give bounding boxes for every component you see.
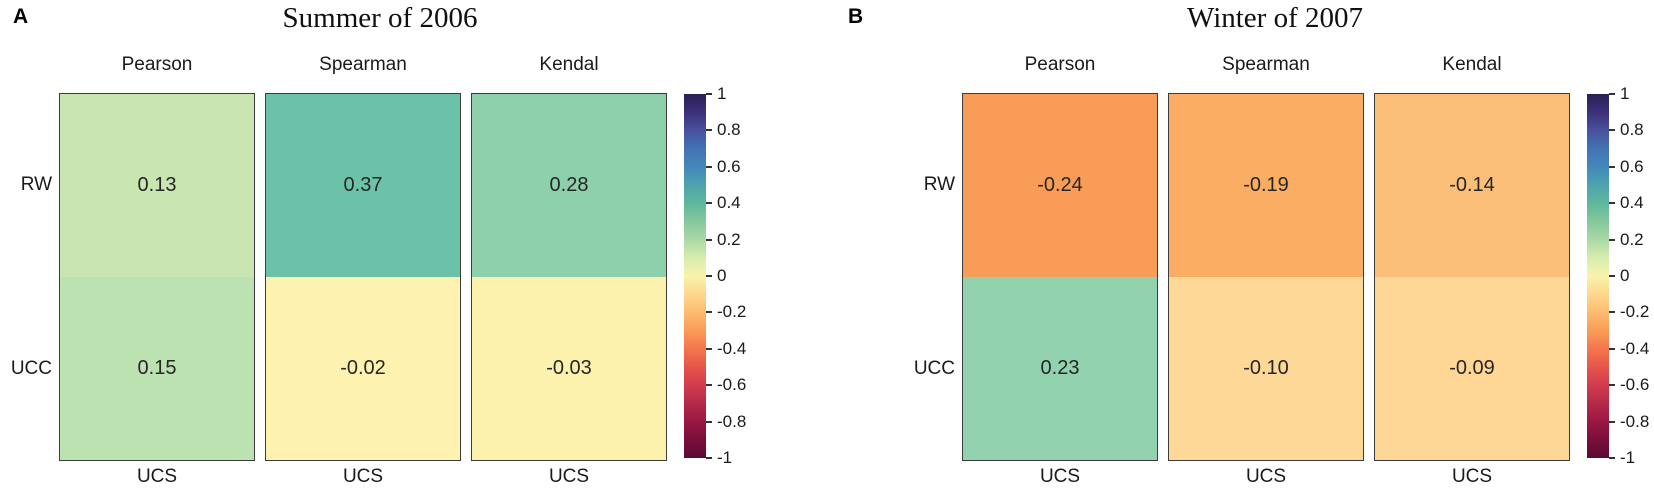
colorbar-tick-label: 1 — [717, 84, 727, 103]
colorbar-tick — [1609, 420, 1615, 423]
heatmap-cell: -0.14 — [1375, 94, 1569, 277]
panel-a-heatmap-spearman: 0.37 -0.02 — [265, 93, 461, 461]
colorbar-gradient — [684, 94, 706, 458]
colorbar-tick-label: 0 — [717, 266, 727, 285]
panel-a-col-header-spearman: Spearman — [319, 54, 407, 75]
colorbar-tick-label: 0 — [1620, 266, 1630, 285]
heatmap-cell: 0.28 — [472, 94, 666, 277]
colorbar-tick — [706, 420, 712, 423]
colorbar-tick — [706, 384, 712, 387]
colorbar-gradient — [1587, 94, 1609, 458]
colorbar-tick — [706, 275, 712, 277]
heatmap-cell: -0.24 — [963, 94, 1157, 277]
heatmap-cell: -0.03 — [472, 277, 666, 460]
colorbar-tick-label: -0.8 — [717, 411, 747, 431]
colorbar-tick-label: 0.8 — [1620, 120, 1644, 140]
colorbar-tick-label: 0.8 — [717, 120, 741, 140]
panel-a-letter: A — [13, 5, 29, 28]
colorbar-tick-label: -0.6 — [717, 375, 747, 395]
panel-b-x-label: UCS — [1039, 466, 1081, 487]
panel-a-row-label-rw: RW — [20, 174, 52, 195]
panel-b-letter: B — [848, 5, 864, 28]
colorbar-tick-label: -0.2 — [1620, 302, 1650, 322]
colorbar-tick — [706, 238, 712, 241]
colorbar-ticks: 1 0.8 0.6 0.4 0.2 0 -0.2 -0.4 -0.6 -0.8 -1 — [1609, 84, 1654, 467]
colorbar-tick — [706, 129, 712, 132]
colorbar-tick — [1609, 165, 1615, 168]
colorbar-tick — [706, 457, 712, 459]
colorbar-tick — [706, 165, 712, 168]
panel-b-row-label-rw: RW — [923, 174, 955, 195]
colorbar-tick-label: -0.4 — [717, 338, 747, 358]
panel-a-heatmap-kendal: 0.28 -0.03 — [471, 93, 667, 461]
panel-a-x-label: UCS — [136, 466, 178, 487]
heatmap-cell: 0.15 — [60, 277, 254, 460]
heatmap-cell: -0.09 — [1375, 277, 1569, 460]
colorbar-tick-label: -1 — [717, 448, 733, 467]
colorbar-tick-label: -1 — [1620, 448, 1636, 467]
panel-a-col-header-pearson: Pearson — [121, 54, 193, 75]
panel-b-col-header-kendal: Kendal — [1442, 54, 1502, 75]
panel-b-col-header-pearson: Pearson — [1024, 54, 1096, 75]
heatmap-cell: 0.37 — [266, 94, 460, 277]
panel-b-heatmap-spearman: -0.19 -0.10 — [1168, 93, 1364, 461]
panel-a-title: Summer of 2006 — [282, 2, 478, 34]
colorbar-tick — [706, 347, 712, 350]
colorbar-tick — [1609, 202, 1615, 205]
colorbar-tick-label: 0.4 — [1620, 193, 1644, 213]
colorbar-tick — [1609, 384, 1615, 387]
colorbar-tick — [706, 311, 712, 314]
heatmap-cell: 0.23 — [963, 277, 1157, 460]
colorbar-tick-label: 0.2 — [717, 229, 741, 249]
colorbar-tick-label: 0.6 — [1620, 156, 1644, 176]
colorbar-tick-label: -0.8 — [1620, 411, 1650, 431]
colorbar-tick — [1609, 457, 1615, 459]
heatmap-cell: -0.02 — [266, 277, 460, 460]
panel-a-row-label-ucc: UCC — [10, 358, 52, 379]
panel-a-x-label: UCS — [342, 466, 384, 487]
colorbar-tick — [1609, 238, 1615, 241]
colorbar-ticks: 1 0.8 0.6 0.4 0.2 0 -0.2 -0.4 -0.6 -0.8 -1 — [706, 84, 752, 467]
colorbar-tick — [1609, 93, 1615, 95]
colorbar-tick-label: 0.6 — [717, 156, 741, 176]
colorbar-tick-label: -0.4 — [1620, 338, 1650, 358]
colorbar-tick — [706, 93, 712, 95]
panel-b-heatmap-pearson: -0.24 0.23 — [962, 93, 1158, 461]
heatmap-cell: -0.19 — [1169, 94, 1363, 277]
colorbar-tick — [1609, 275, 1615, 277]
colorbar-tick-label: 0.2 — [1620, 229, 1644, 249]
colorbar-tick-label: -0.2 — [717, 302, 747, 322]
colorbar-tick — [706, 202, 712, 205]
panel-b-x-label: UCS — [1245, 466, 1287, 487]
panel-b-heatmap-kendal: -0.14 -0.09 — [1374, 93, 1570, 461]
panel-a-heatmap-pearson: 0.13 0.15 — [59, 93, 255, 461]
panel-a-col-header-kendal: Kendal — [539, 54, 599, 75]
colorbar-tick-label: 1 — [1620, 84, 1630, 103]
colorbar-tick — [1609, 129, 1615, 132]
colorbar-tick-label: 0.4 — [717, 193, 741, 213]
panel-a-x-label: UCS — [548, 466, 590, 487]
panel-b-col-header-spearman: Spearman — [1222, 54, 1310, 75]
colorbar-tick — [1609, 311, 1615, 314]
panel-b-row-label-ucc: UCC — [913, 358, 955, 379]
panel-b-title: Winter of 2007 — [1186, 2, 1363, 34]
panel-b-x-label: UCS — [1451, 466, 1493, 487]
heatmap-cell: 0.13 — [60, 94, 254, 277]
colorbar-tick — [1609, 347, 1615, 350]
heatmap-cell: -0.10 — [1169, 277, 1363, 460]
colorbar-tick-label: -0.6 — [1620, 375, 1650, 395]
